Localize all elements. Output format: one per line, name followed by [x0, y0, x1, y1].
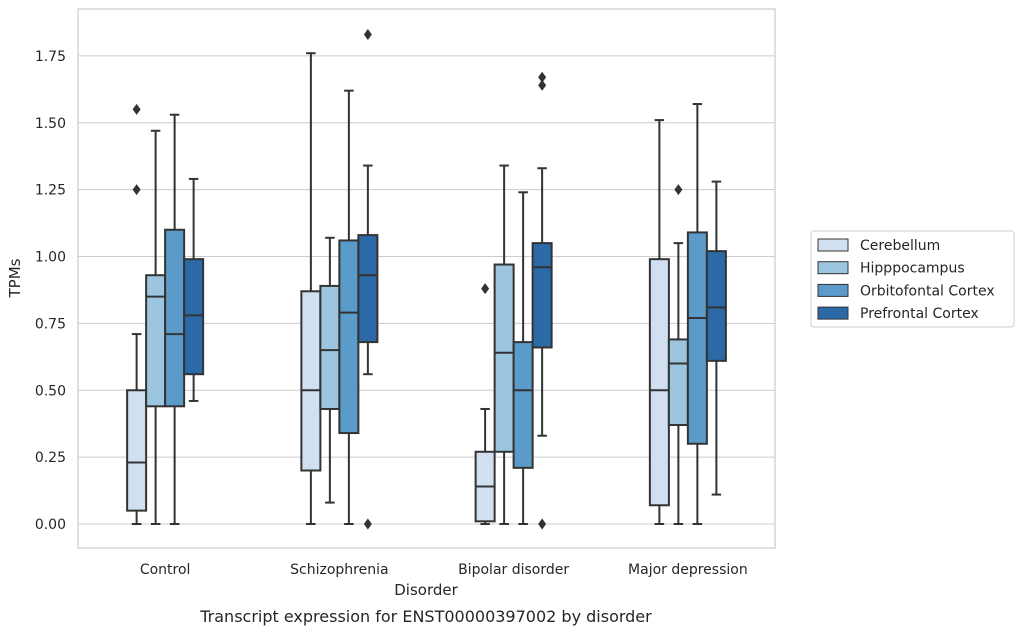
box-plots — [126, 28, 727, 530]
box-bipolar-disorder-cerebellum — [474, 283, 496, 525]
box-control-cerebellum-outlier-2 — [132, 103, 141, 115]
box-bipolar-disorder-prefrontal-cortex-outlier-1 — [538, 518, 547, 530]
legend-label-hipppocampus: Hipppocampus — [860, 261, 965, 277]
box-control-cerebellum-iqr — [126, 389, 148, 512]
legend-swatch-prefrontal-cortex — [817, 306, 849, 320]
x-tick-label-bipolar-disorder: Bipolar disorder — [458, 562, 569, 578]
legend-swatch-cerebellum — [817, 238, 849, 252]
box-bipolar-disorder-orbitofontal-cortex-iqr — [512, 341, 534, 469]
box-major-depression-prefrontal-cortex-iqr — [705, 250, 727, 362]
box-bipolar-disorder-prefrontal-cortex — [531, 71, 553, 530]
legend-label-orbitofontal-cortex: Orbitofontal Cortex — [860, 283, 995, 299]
box-major-depression-orbitofontal-cortex — [686, 103, 708, 525]
box-schizophrenia-prefrontal-cortex-outlier-1 — [363, 518, 372, 530]
x-tick-label-control: Control — [140, 562, 191, 578]
y-tick-label-0-50: 0.50 — [35, 383, 66, 399]
y-tick-label-0-25: 0.25 — [35, 450, 66, 466]
box-major-depression-cerebellum-iqr — [648, 258, 670, 507]
box-bipolar-disorder-cerebellum-outlier-1 — [481, 283, 490, 295]
box-schizophrenia-cerebellum-iqr — [300, 290, 322, 472]
plot-frame — [77, 8, 776, 549]
box-control-hipppocampus — [145, 129, 167, 525]
y-tick-label-1-25: 1.25 — [35, 183, 66, 199]
legend-swatch-hipppocampus — [817, 261, 849, 275]
box-bipolar-disorder-orbitofontal-cortex — [512, 191, 534, 525]
chart-caption: Transcript expression for ENST0000039700… — [199, 607, 652, 626]
x-tick-label-major-depression: Major depression — [628, 562, 748, 578]
box-schizophrenia-prefrontal-cortex — [357, 28, 379, 530]
box-control-cerebellum-outlier-1 — [132, 184, 141, 196]
y-axis-title: TPMs — [6, 258, 24, 298]
y-tick-label-0-75: 0.75 — [35, 316, 66, 332]
box-schizophrenia-orbitofontal-cortex — [338, 89, 360, 525]
y-tick-label-0-00: 0.00 — [35, 517, 66, 533]
y-tick-label-1-00: 1.00 — [35, 250, 66, 266]
x-tick-label-schizophrenia: Schizophrenia — [290, 562, 388, 578]
box-schizophrenia-prefrontal-cortex-outlier-2 — [363, 28, 372, 40]
box-major-depression-hipppocampus-iqr — [667, 338, 689, 427]
legend-items: Cerebellum Hipppocampus Orbitofontal Corte… — [817, 238, 995, 322]
box-bipolar-disorder-prefrontal-cortex-iqr — [531, 242, 553, 349]
x-axis-title: Disorder — [394, 581, 458, 599]
box-major-depression-prefrontal-cortex — [705, 180, 727, 496]
legend-label-prefrontal-cortex: Prefrontal Cortex — [860, 306, 979, 322]
box-bipolar-disorder-hipppocampus-iqr — [493, 263, 515, 453]
legend-label-cerebellum: Cerebellum — [860, 238, 940, 254]
box-schizophrenia-prefrontal-cortex-iqr — [357, 234, 379, 344]
box-major-depression-orbitofontal-cortex-iqr — [686, 231, 708, 445]
x-axis-ticks: Control Schizophrenia Bipolar disorder Majo… — [140, 562, 748, 578]
box-control-orbitofontal-cortex-iqr — [164, 228, 186, 408]
box-schizophrenia-orbitofontal-cortex-iqr — [338, 239, 360, 435]
box-schizophrenia-hipppocampus-iqr — [319, 284, 341, 410]
box-control-prefrontal-cortex — [183, 177, 205, 402]
legend: Cerebellum Hipppocampus Orbitofontal Corte… — [810, 230, 1015, 328]
box-control-cerebellum — [126, 103, 148, 525]
box-major-depression-hipppocampus-outlier-1 — [674, 184, 683, 196]
y-tick-label-1-50: 1.50 — [35, 116, 66, 132]
y-axis-ticks: 0.00 0.25 0.50 0.75 1.00 1.25 1.50 1.75 — [35, 49, 66, 533]
box-bipolar-disorder-prefrontal-cortex-outlier-3 — [538, 71, 547, 83]
box-control-hipppocampus-iqr — [145, 274, 167, 408]
box-schizophrenia-hipppocampus — [319, 236, 341, 504]
legend-swatch-orbitofontal-cortex — [817, 283, 849, 297]
box-major-depression-hipppocampus — [667, 184, 689, 525]
legend-frame — [810, 230, 1015, 328]
box-control-prefrontal-cortex-iqr — [183, 258, 205, 376]
y-tick-label-1-75: 1.75 — [35, 49, 66, 65]
box-schizophrenia-cerebellum — [300, 52, 322, 525]
box-bipolar-disorder-prefrontal-cortex-outlier-2 — [538, 79, 547, 91]
